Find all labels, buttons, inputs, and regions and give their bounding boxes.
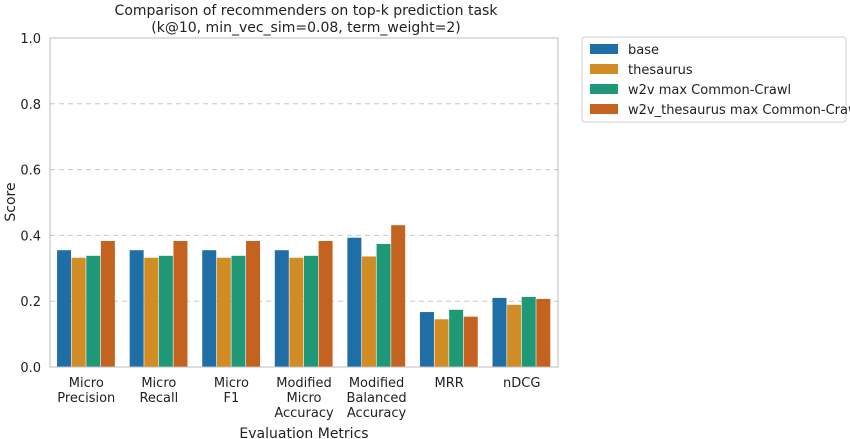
chart-title-line-2: (k@10, min_vec_sim=0.08, term_weight=2) <box>151 20 460 36</box>
x-category-labels: MicroPrecisionMicroRecallMicroF1Modified… <box>57 376 540 421</box>
bar <box>57 250 72 367</box>
y-tick-label: 0.4 <box>20 229 41 244</box>
bar <box>246 240 261 367</box>
y-tick-label: 0.2 <box>20 295 41 310</box>
legend-label: thesaurus <box>628 63 693 78</box>
x-category-label: Micro <box>69 376 104 391</box>
bar <box>361 256 376 367</box>
bar <box>86 255 101 367</box>
x-category-label: MRR <box>434 376 463 391</box>
x-category-label: Modified <box>349 376 404 391</box>
y-tick-label: 1.0 <box>20 32 41 47</box>
bars <box>57 225 551 367</box>
legend-swatch <box>590 104 618 114</box>
bar <box>449 309 464 367</box>
legend-swatch <box>590 64 618 74</box>
bar <box>202 250 217 367</box>
bar <box>376 243 391 367</box>
y-tick-label: 0.0 <box>20 361 41 376</box>
bar <box>216 257 231 367</box>
bar <box>536 298 551 367</box>
bar <box>492 297 507 367</box>
chart-title-line-1: Comparison of recommenders on top-k pred… <box>115 3 499 19</box>
bar <box>231 255 246 367</box>
bar <box>71 257 86 367</box>
legend-label: w2v_thesaurus max Common-Crawl <box>628 103 850 118</box>
legend-frame <box>581 36 847 123</box>
legend-swatch <box>590 44 618 54</box>
y-tick-labels: 0.0 0.2 0.4 0.6 0.8 1.0 <box>20 32 41 376</box>
legend-swatch <box>590 84 618 94</box>
bar <box>100 240 115 367</box>
bar <box>434 319 449 367</box>
bar <box>391 225 406 367</box>
bar <box>274 250 289 367</box>
x-category-label: F1 <box>224 391 240 406</box>
x-category-label: Modified <box>276 376 331 391</box>
bar <box>521 296 536 367</box>
legend-label: w2v max Common-Crawl <box>628 83 791 98</box>
x-category-label: Recall <box>139 391 178 406</box>
x-category-label: Precision <box>57 391 115 406</box>
bar <box>173 240 188 367</box>
bar <box>144 257 159 367</box>
x-category-label: Accuracy <box>347 406 407 421</box>
bar <box>419 312 434 367</box>
bar <box>158 255 173 367</box>
x-category-label: Micro <box>214 376 249 391</box>
legend-label: base <box>628 43 659 58</box>
plot-frame <box>49 37 559 368</box>
x-category-label: nDCG <box>503 376 540 391</box>
bar <box>347 237 362 367</box>
y-tick-label: 0.8 <box>20 98 41 113</box>
x-category-label: Micro <box>287 391 322 406</box>
bar <box>289 257 304 367</box>
y-axis-label: Score <box>3 182 19 221</box>
bar <box>463 316 478 367</box>
bar <box>318 240 333 367</box>
bar <box>507 304 522 367</box>
x-category-label: Balanced <box>347 391 407 406</box>
legend: base thesaurus w2v max Common-Crawl w2v_the… <box>581 36 850 123</box>
x-category-label: Micro <box>141 376 176 391</box>
x-category-label: Accuracy <box>274 406 334 421</box>
bar <box>304 255 318 367</box>
x-axis-label: Evaluation Metrics <box>239 426 368 439</box>
bar <box>129 250 144 367</box>
y-tick-label: 0.6 <box>20 164 41 179</box>
